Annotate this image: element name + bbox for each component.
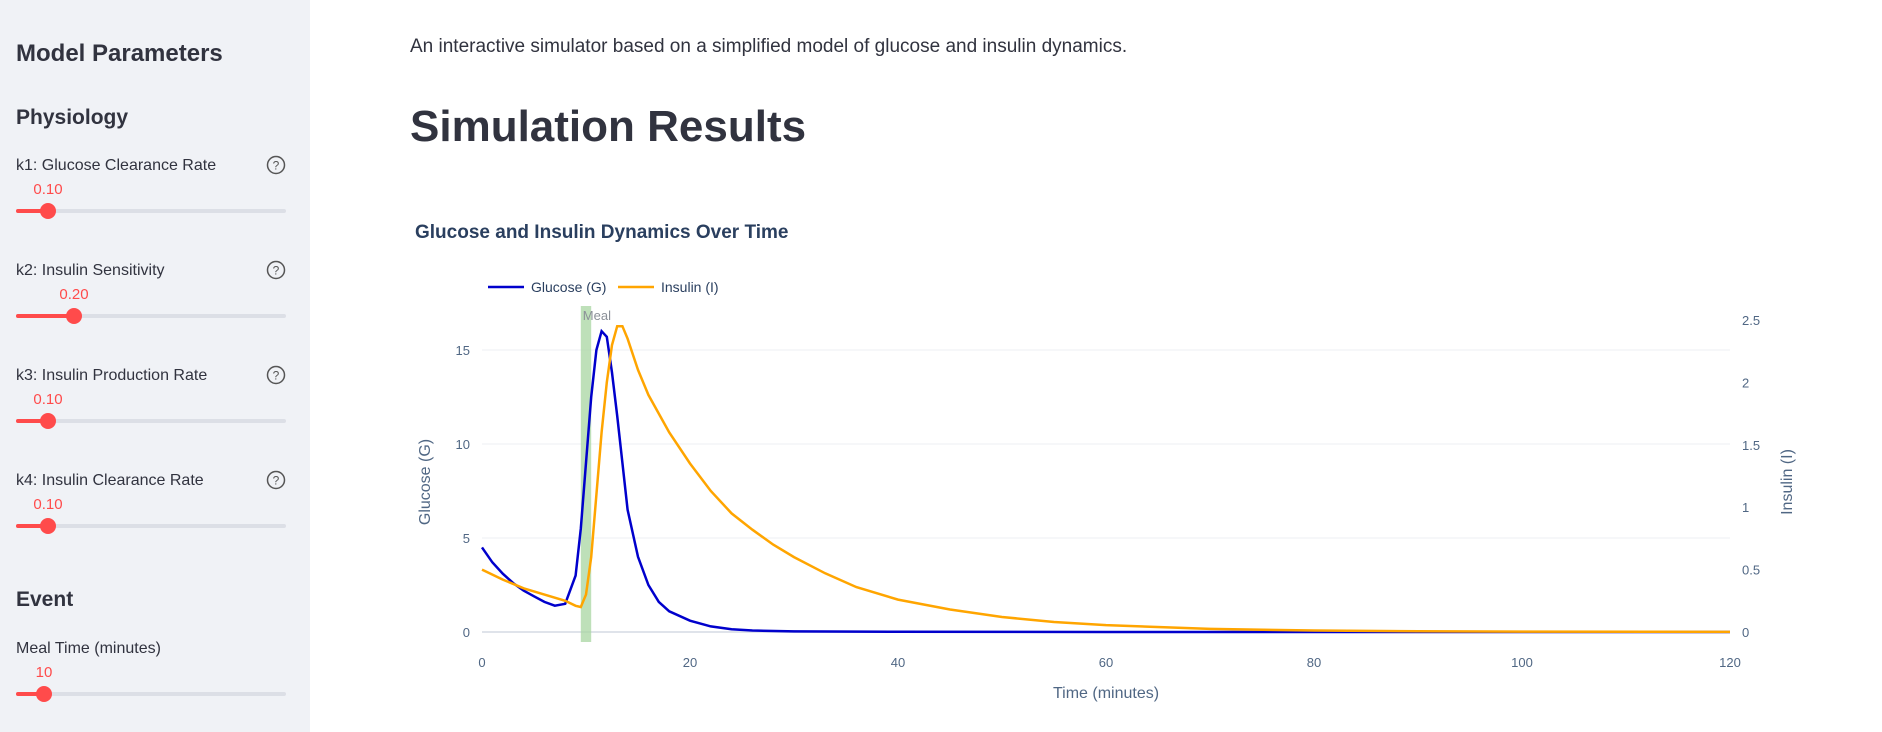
- y-right-tick-label: 1.5: [1742, 438, 1760, 453]
- legend-label-insulin[interactable]: Insulin (I): [661, 279, 719, 295]
- main-content: An interactive simulator based on a simp…: [310, 0, 1882, 732]
- slider-fill: [16, 692, 44, 696]
- glucose-series-line: [480, 328, 1730, 634]
- intro-text: An interactive simulator based on a simp…: [410, 36, 1128, 57]
- slider-thumb[interactable]: [36, 686, 52, 702]
- slider-value: 0.10: [33, 181, 63, 198]
- param-k4: k4: Insulin Clearance Rate ? 0.10: [16, 470, 286, 552]
- section-event: Event: [16, 588, 74, 611]
- x-tick-label: 80: [1307, 655, 1321, 670]
- help-circle-icon[interactable]: ?: [266, 260, 286, 280]
- k1-slider-track[interactable]: [16, 203, 286, 219]
- slider-value: 10: [35, 664, 53, 681]
- slider-fill: [16, 209, 48, 213]
- param-label: k2: Insulin Sensitivity: [16, 262, 165, 279]
- help-circle-icon[interactable]: ?: [266, 470, 286, 490]
- param-label: k1: Glucose Clearance Rate: [16, 157, 217, 174]
- slider-value: 0.20: [59, 286, 89, 303]
- slider-value: 0.10: [33, 391, 63, 408]
- y-right-tick-label: 2.5: [1742, 313, 1760, 328]
- slider-value: 0.10: [33, 496, 63, 513]
- param-label: k3: Insulin Production Rate: [16, 367, 208, 384]
- param-label: k4: Insulin Clearance Rate: [16, 472, 204, 489]
- y-left-tick-label: 10: [456, 437, 470, 452]
- y-left-tick-label: 0: [463, 625, 470, 640]
- x-tick-label: 60: [1099, 655, 1113, 670]
- page-title: Simulation Results: [410, 102, 807, 151]
- y-right-tick-label: 2: [1742, 375, 1749, 390]
- x-tick-label: 120: [1719, 655, 1741, 670]
- y-left-tick-label: 5: [463, 531, 470, 546]
- x-axis-label: Time (minutes): [1053, 685, 1159, 702]
- slider-thumb[interactable]: [40, 518, 56, 534]
- slider-thumb[interactable]: [40, 413, 56, 429]
- svg-text:?: ?: [273, 474, 280, 488]
- chart-legend[interactable]: Glucose (G) Insulin (I): [488, 279, 719, 295]
- y-left-tick-label: 15: [456, 343, 470, 358]
- slider-fill: [16, 419, 48, 423]
- y-right-tick-label: 0.5: [1742, 563, 1760, 578]
- help-circle-icon[interactable]: ?: [266, 155, 286, 175]
- y-axis-right-label: Insulin (I): [1779, 449, 1796, 515]
- svg-text:?: ?: [273, 369, 280, 383]
- k4-slider-track[interactable]: [16, 518, 286, 534]
- meal-time-slider-track[interactable]: [16, 686, 286, 702]
- param-k2: k2: Insulin Sensitivity ? 0.20: [16, 260, 286, 342]
- y-axis-left-label: Glucose (G): [417, 439, 434, 525]
- k2-slider-track[interactable]: [16, 308, 286, 324]
- y-right-tick-label: 1: [1742, 500, 1749, 515]
- k3-slider-track[interactable]: [16, 413, 286, 429]
- slider-thumb[interactable]: [40, 203, 56, 219]
- slider-fill: [16, 314, 74, 318]
- x-tick-label: 20: [683, 655, 697, 670]
- param-meal-time: Meal Time (minutes) 10: [16, 640, 286, 720]
- sidebar: Model Parameters Physiology k1: Glucose …: [0, 0, 310, 732]
- insulin-series-line: [481, 324, 1731, 634]
- section-physiology: Physiology: [16, 106, 129, 129]
- y-right-tick-label: 0: [1742, 625, 1749, 640]
- help-circle-icon[interactable]: ?: [266, 365, 286, 385]
- chart-title: Glucose and Insulin Dynamics Over Time: [415, 222, 789, 243]
- slider-thumb[interactable]: [66, 308, 82, 324]
- x-tick-label: 0: [478, 655, 485, 670]
- legend-label-glucose[interactable]: Glucose (G): [531, 279, 606, 295]
- x-tick-label: 100: [1511, 655, 1533, 670]
- param-label: Meal Time (minutes): [16, 640, 161, 657]
- svg-text:?: ?: [273, 159, 280, 173]
- slider-fill: [16, 524, 48, 528]
- meal-annotation: Meal: [583, 308, 611, 323]
- param-k3: k3: Insulin Production Rate ? 0.10: [16, 365, 286, 447]
- svg-text:?: ?: [273, 264, 280, 278]
- x-tick-label: 40: [891, 655, 905, 670]
- glucose-insulin-chart[interactable]: Meal 0 5 10 15 0 0.5 1 1.5 2 2.5 0 20 40 60 80 100 120 T…: [310, 0, 1882, 732]
- param-k1: k1: Glucose Clearance Rate ? 0.10: [16, 155, 286, 237]
- sidebar-title: Model Parameters: [16, 40, 223, 67]
